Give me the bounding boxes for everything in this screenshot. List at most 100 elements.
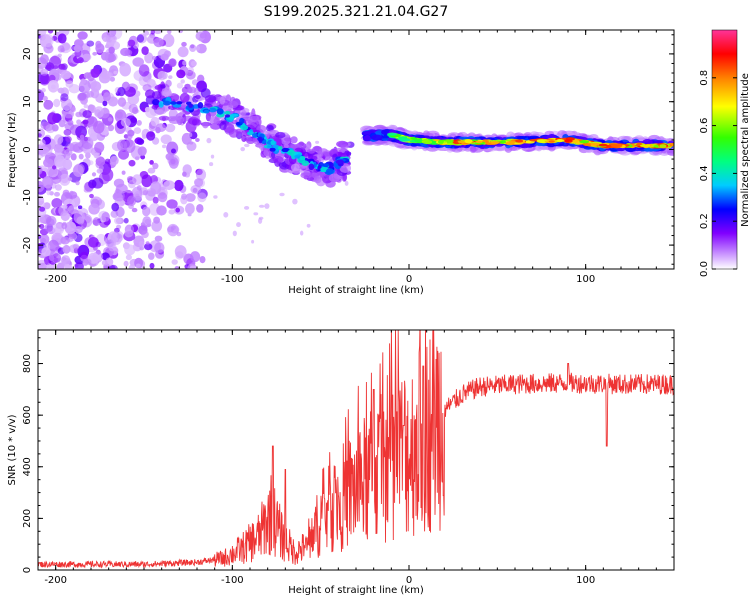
noise-blob [171, 148, 176, 154]
noise-blob [258, 216, 264, 220]
x-tick-label: -200 [44, 575, 67, 586]
ridge-core [564, 139, 573, 143]
noise-blob [113, 70, 118, 75]
noise-blob [78, 92, 87, 101]
colorbar-tick-label: 0.0 [699, 261, 710, 277]
noise-blob [57, 33, 67, 44]
colorbar-gradient [711, 29, 738, 270]
ridge-halo [275, 131, 286, 139]
noise-blob [94, 106, 104, 118]
noise-blob [168, 209, 176, 215]
ridge-halo [271, 151, 276, 159]
ridge-core [287, 149, 296, 156]
noise-blob [94, 141, 105, 153]
ridge-core [169, 101, 177, 105]
noise-blob [170, 158, 176, 165]
noise-blob [39, 206, 46, 212]
noise-blob [79, 134, 85, 140]
noise-blob [145, 241, 150, 245]
noise-blob [90, 68, 100, 78]
y-tick-label: 0 [22, 146, 33, 152]
ridge-core [216, 113, 225, 118]
x-tick-label: 0 [406, 274, 412, 285]
noise-blob [86, 40, 95, 47]
ridge-core [475, 140, 483, 144]
noise-blob [185, 203, 195, 215]
noise-blob [51, 124, 59, 132]
ridge-core [281, 147, 290, 153]
colorbar-tick-label: 0.4 [699, 165, 710, 181]
ridge-core [457, 140, 467, 144]
noise-blob [43, 202, 51, 210]
noise-blob [153, 30, 162, 35]
noise-blob [58, 119, 66, 128]
noise-blob [42, 95, 48, 102]
noise-blob [100, 70, 112, 80]
noise-blob [39, 73, 50, 86]
noise-blob [45, 64, 52, 70]
ridge-core [329, 162, 334, 169]
noise-blob [38, 223, 45, 229]
noise-blob [152, 162, 159, 170]
noise-blob [139, 171, 149, 179]
noise-blob [60, 255, 71, 267]
colorbar-tick-label: 0.2 [699, 213, 710, 229]
ridge-halo [283, 143, 289, 149]
noise-blob [210, 154, 215, 159]
noise-blob [96, 168, 104, 174]
noise-blob [70, 153, 77, 161]
noise-blob [41, 33, 54, 48]
noise-blob [109, 155, 119, 166]
noise-blob [199, 256, 206, 264]
spectrogram-y-ticks: -20 -10 0 10 20 [22, 34, 674, 265]
noise-blob [92, 219, 99, 226]
noise-blob [174, 266, 180, 269]
noise-blob [53, 98, 61, 108]
noise-blob [232, 230, 237, 237]
ridge-halo [171, 115, 183, 120]
noise-blob [95, 43, 105, 54]
ridge-core [270, 140, 275, 145]
noise-blob [179, 92, 190, 103]
noise-blob [105, 44, 110, 49]
noise-blob [150, 30, 155, 35]
noise-blob [107, 117, 113, 122]
ridge-halo [301, 151, 310, 157]
ridge-core [590, 142, 600, 146]
noise-blob [185, 70, 196, 80]
noise-blob [57, 53, 62, 57]
noise-blob [114, 227, 120, 233]
snr-y-ticks: 0 200 400 600 800 [22, 337, 674, 573]
noise-blob [75, 180, 80, 186]
noise-blob [148, 252, 155, 260]
noise-blob [38, 165, 43, 176]
noise-blob [186, 141, 197, 151]
ridge-halo [290, 163, 300, 172]
ridge-halo [318, 151, 323, 159]
ridge-core [152, 98, 160, 106]
noise-blob [142, 206, 151, 217]
noise-blob [195, 45, 200, 51]
noise-blob [54, 184, 62, 191]
noise-blob [116, 139, 128, 152]
ridge-halo [156, 105, 168, 115]
ridge-core [239, 117, 245, 124]
ridge-core [421, 140, 433, 144]
noise-blob [174, 245, 187, 259]
noise-blob [137, 146, 147, 156]
noise-blob [109, 76, 115, 82]
x-tick-label: 0 [406, 575, 412, 586]
noise-blob [82, 110, 92, 119]
ridge-halo [158, 115, 170, 121]
ridge-band [363, 135, 372, 141]
ridge-halo [228, 128, 239, 138]
noise-blob [194, 178, 204, 187]
noise-blob [67, 58, 73, 63]
noise-blob [240, 147, 245, 152]
noise-blob [166, 199, 178, 209]
noise-blob [49, 255, 55, 261]
noise-blob [82, 259, 89, 266]
noise-blob [123, 217, 129, 224]
ridge-core [414, 138, 423, 143]
noise-blob [78, 153, 84, 160]
